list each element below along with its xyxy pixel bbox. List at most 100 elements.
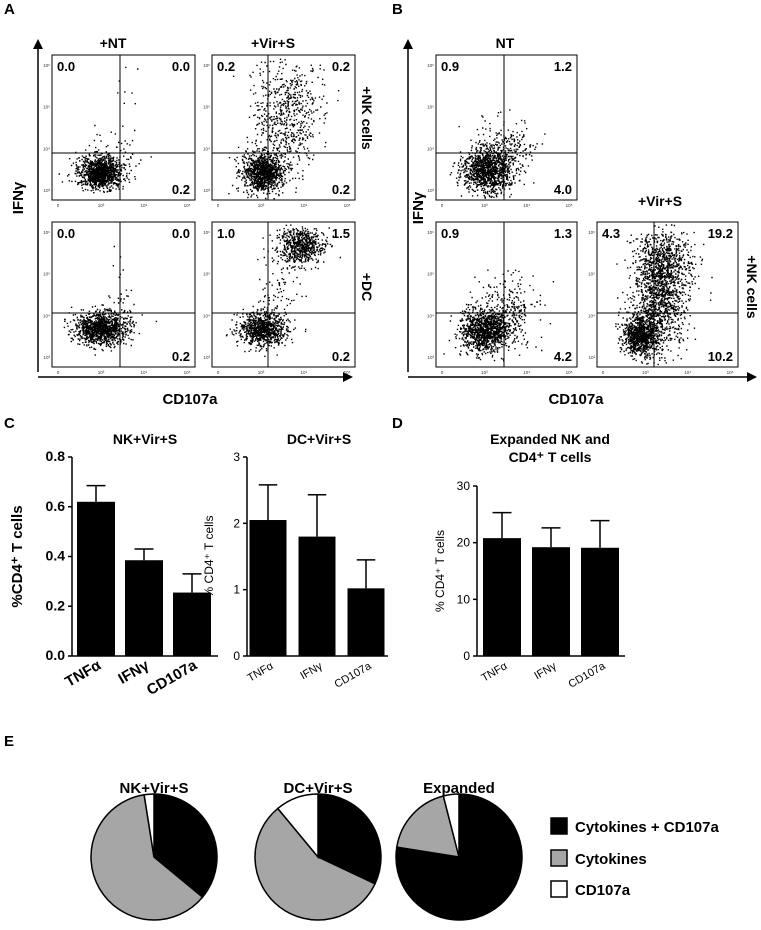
y-tick-label: 10⁶	[588, 230, 595, 235]
panel-a-row-label-nk: +NK cells	[359, 86, 375, 150]
flow-plot-frame	[211, 54, 356, 201]
category-label: IFNγ	[298, 660, 325, 682]
flow-events	[443, 269, 555, 362]
flow-events	[58, 66, 152, 194]
y-tick-label: 10⁵	[43, 272, 50, 277]
x-tick-label: 0	[217, 370, 220, 375]
legend-swatch-cytokines-cd107a	[550, 817, 568, 835]
y-tick-label: 10⁴	[43, 146, 50, 151]
quadrant-value-lower-right: 4.0	[554, 182, 572, 197]
y-tick-label: 0	[463, 649, 470, 663]
y-tick-label: 10⁴	[43, 313, 50, 318]
y-tick-label: 10³	[203, 188, 210, 193]
quadrant-value-upper-left: 0.2	[217, 59, 235, 74]
pie-slice	[395, 795, 461, 858]
quadrant-value-upper-right: 0.2	[332, 59, 350, 74]
x-tick-label: 10⁴	[141, 370, 148, 375]
legend-label-cytokines: Cytokines	[575, 851, 647, 868]
pie-slice	[276, 793, 319, 860]
bar	[347, 588, 385, 656]
bar	[483, 538, 521, 656]
x-tick-label: 10⁵	[566, 203, 573, 208]
y-tick-label: 1	[233, 583, 240, 597]
quadrant-value-upper-right: 0.0	[172, 59, 190, 74]
panel-b-title-virs: +Vir+S	[638, 193, 682, 209]
quadrant-value-upper-left: 0.0	[57, 226, 75, 241]
quadrant-value-upper-right: 19.2	[708, 226, 733, 241]
flow-events	[63, 245, 158, 356]
y-tick-label: 10⁴	[203, 313, 210, 318]
x-tick-label: 10⁴	[301, 370, 308, 375]
panel-b-x-label: CD107a	[548, 391, 604, 408]
y-tick-label: 0.8	[46, 448, 66, 464]
flow-events	[615, 224, 713, 366]
pie-chart-dc-vir-s: DC+Vir+S	[254, 780, 382, 921]
panel-a-y-label: IFNγ	[10, 181, 27, 214]
y-tick-label: 10³	[588, 355, 595, 360]
y-tick-label: 10⁶	[203, 230, 210, 235]
x-tick-label: 0	[217, 203, 220, 208]
y-tick-label: 10⁶	[427, 63, 434, 68]
y-tick-label: 10⁵	[427, 272, 434, 277]
y-tick-label: 10³	[43, 355, 50, 360]
category-label: IFNγ	[532, 660, 559, 682]
bar	[298, 536, 336, 656]
pie-chart-expanded: Expanded	[395, 780, 523, 921]
y-tick-label: 10⁴	[427, 313, 434, 318]
y-tick-label: 10⁵	[427, 105, 434, 110]
panel-label-d: D	[392, 415, 403, 432]
chart-title: CD4⁺ T cells	[509, 449, 592, 465]
panel-a-x-label: CD107a	[162, 391, 218, 408]
panel-b-title-nt: NT	[496, 35, 515, 51]
category-label: TNFα	[479, 660, 510, 685]
x-tick-label: 10⁵	[184, 370, 191, 375]
bar	[532, 547, 570, 656]
quadrant-value-lower-right: 0.2	[172, 182, 190, 197]
quadrant-value-lower-right: 0.2	[332, 349, 350, 364]
y-tick-label: 10⁵	[43, 105, 50, 110]
flow-plot: 10⁶ 10⁵ 10⁴ 10³ 0 10³ 10⁴ 10⁵ 0.2 0.2 0.2	[203, 54, 356, 208]
y-tick-label: 10³	[203, 355, 210, 360]
quadrant-value-upper-right: 1.3	[554, 226, 572, 241]
y-tick-label: 10³	[43, 188, 50, 193]
quadrant-value-upper-right: 1.2	[554, 59, 572, 74]
flow-plot-frame	[435, 221, 578, 368]
x-tick-label: 10⁴	[523, 370, 530, 375]
quadrant-value-lower-right: 0.2	[172, 349, 190, 364]
x-tick-label: 0	[441, 370, 444, 375]
y-tick-label: 0	[233, 649, 240, 663]
x-tick-label: 0	[602, 370, 605, 375]
x-tick-label: 10³	[481, 203, 488, 208]
pie-slice	[153, 793, 218, 899]
legend-swatch-cytokines	[550, 849, 568, 867]
panel-b: IFNγ CD107a NT +Vir+S +NK cells 10⁶10⁵10…	[403, 35, 760, 408]
y-tick-label: 10⁵	[203, 272, 210, 277]
y-tick-label: 3	[233, 450, 240, 464]
flow-plot: 10⁶ 10⁵ 10⁴ 10³ 0 10³ 10⁴ 10⁵ 0.0 0.0 0.2	[43, 221, 196, 375]
x-tick-label: 10³	[481, 370, 488, 375]
y-tick-label: 10⁵	[203, 105, 210, 110]
pie-title: Expanded	[423, 780, 495, 797]
bar-chart-expanded: Expanded NK and CD4⁺ T cells 0 10 20 30 % CD4⁺…	[433, 431, 625, 691]
flow-events	[228, 58, 340, 200]
pie-slice	[143, 793, 155, 858]
x-tick-label: 10⁵	[184, 203, 191, 208]
x-tick-label: 10⁴	[523, 203, 530, 208]
x-tick-label: 10³	[258, 203, 265, 208]
bar	[249, 520, 287, 656]
x-tick-label: 10³	[98, 370, 105, 375]
x-tick-label: 10⁵	[727, 370, 734, 375]
bar	[173, 592, 211, 656]
bar-chart-nk-vir-s: NK+Vir+S 0.0 0.2 0.4 0.6 0.8 %CD4⁺ T cells TNFα…	[9, 431, 218, 699]
y-tick-label: 10⁶	[43, 63, 50, 68]
panel-a-col-title-virs: +Vir+S	[251, 35, 295, 51]
y-tick-label: 10⁴	[203, 146, 210, 151]
y-tick-label: 10⁶	[43, 230, 50, 235]
category-label: TNFα	[62, 656, 104, 690]
x-tick-label: 10³	[258, 370, 265, 375]
y-tick-label: 0.2	[46, 597, 66, 613]
panel-a: IFNγ CD107a +NT +Vir+S +NK cells +DC 10⁶…	[10, 35, 375, 408]
y-tick-label: 10³	[427, 355, 434, 360]
pie-slice	[317, 793, 382, 885]
y-tick-label: 0.6	[46, 498, 66, 514]
